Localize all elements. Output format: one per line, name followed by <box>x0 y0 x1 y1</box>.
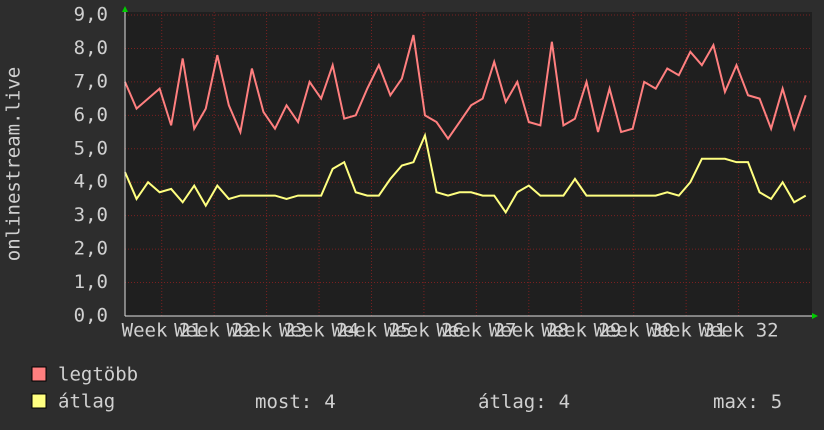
x-tick-label: Week 31 <box>646 320 726 342</box>
lines <box>124 34 807 215</box>
x-tick-label: Week 24 <box>279 320 359 342</box>
stat-label: átlag: <box>478 391 547 413</box>
stat-label: most: <box>255 391 312 413</box>
y-tick-label: 0,0 <box>74 305 108 327</box>
x-tick-label: Week 26 <box>384 320 464 342</box>
x-tick-label: Week 25 <box>331 320 411 342</box>
x-tick-label: Week 30 <box>594 320 674 342</box>
y-tick-label: 7,0 <box>74 70 108 92</box>
data-line <box>124 132 807 215</box>
x-tick-label: Week 27 <box>436 320 516 342</box>
y-tick-label: 2,0 <box>74 238 108 260</box>
y-tick-label: 1,0 <box>74 271 108 293</box>
y-axis-label: onlinestream.live <box>3 67 25 261</box>
x-arrow <box>812 313 818 319</box>
y-tick-label: 3,0 <box>74 204 108 226</box>
stat: max: 5 <box>713 391 782 413</box>
x-tick-label: Week 22 <box>174 320 254 342</box>
y-tick-label: 6,0 <box>74 104 108 126</box>
x-tick-label: Week 28 <box>489 320 569 342</box>
legend-swatch <box>31 366 47 382</box>
plot-area <box>125 12 812 316</box>
x-tick-label: Week 23 <box>227 320 307 342</box>
y-tick-label: 9,0 <box>74 4 108 26</box>
legend: legtöbb átlag most: 4 átlag: 4 max: 5 <box>31 364 782 413</box>
y-tick-label: 8,0 <box>74 37 108 59</box>
data-line <box>124 34 807 141</box>
x-tick-label: Week 29 <box>541 320 621 342</box>
x-tick-label: Week 32 <box>699 320 779 342</box>
x-tick-label: Week 21 <box>122 320 202 342</box>
y-tick-label: 4,0 <box>74 171 108 193</box>
stat-value: 4 <box>559 391 570 413</box>
stat: átlag: 4 <box>478 391 570 413</box>
legend-label: legtöbb <box>58 364 138 386</box>
legend-swatch <box>31 393 47 409</box>
legend-label: átlag <box>58 391 115 413</box>
stat-value: 4 <box>324 391 335 413</box>
stat-value: 5 <box>771 391 782 413</box>
stat: most: 4 <box>255 391 336 413</box>
stat-label: max: <box>713 391 759 413</box>
y-arrow <box>122 6 128 12</box>
y-tick-label: 5,0 <box>74 137 108 159</box>
